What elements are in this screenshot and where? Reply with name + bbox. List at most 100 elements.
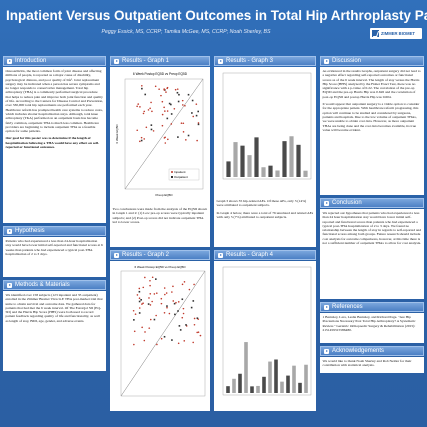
data-point-inpatient: [135, 129, 138, 132]
graph3-heading: Results - Graph 3: [214, 56, 316, 66]
bar-chart-3: [222, 72, 311, 180]
data-point-outpatient: [154, 278, 157, 280]
data-point-inpatient: [176, 88, 179, 90]
data-point-outpatient: [170, 113, 172, 115]
bullet-icon: [7, 229, 12, 234]
scatter-chart-2: 6 Week Postop EQ5D vs Preop EQ5D: [120, 265, 205, 397]
bar: [295, 144, 301, 177]
data-point-outpatient: [190, 112, 193, 114]
data-point-inpatient: [149, 318, 152, 321]
data-point-inpatient: [193, 317, 195, 320]
y-axis-label: 6 Week EQ5D: [115, 124, 119, 144]
data-point-inpatient: [153, 293, 155, 295]
data-point-inpatient: [141, 302, 144, 305]
acknowledgements-panel: We would like to thank Noah Sherley and …: [320, 357, 424, 373]
methods-text: We identified over 158 subjects (123 inp…: [5, 293, 103, 323]
data-point-inpatient: [165, 292, 167, 294]
data-point-inpatient: [181, 104, 184, 106]
hypothesis-heading-label: Hypothesis: [15, 228, 45, 234]
data-point-inpatient: [135, 105, 138, 108]
bar: [291, 365, 296, 393]
bar: [255, 385, 260, 393]
data-point-inpatient: [197, 122, 199, 124]
bar: [267, 165, 273, 177]
logo-mark-icon: [372, 30, 379, 37]
legend-inpatient: Inpatient: [174, 170, 186, 174]
data-point-outpatient: [176, 136, 179, 138]
data-point-outpatient: [138, 300, 140, 303]
bar-chart-4: [222, 266, 311, 396]
bullet-icon: [324, 201, 329, 206]
data-point-inpatient: [166, 110, 168, 112]
data-point-inpatient: [161, 113, 163, 116]
legend-outpatient: Outpatient: [174, 175, 188, 179]
data-point-inpatient: [191, 341, 194, 344]
bar: [261, 376, 266, 393]
data-point-inpatient: [138, 140, 141, 143]
hypothesis-heading: Hypothesis: [3, 226, 106, 236]
data-point-outpatient: [187, 93, 189, 96]
graph1-heading-label: Results - Graph 1: [122, 58, 170, 64]
bar: [260, 167, 266, 177]
methods-panel: We identified over 158 subjects (123 inp…: [3, 291, 106, 371]
data-point-outpatient: [166, 117, 168, 120]
bar: [237, 373, 242, 393]
data-point-inpatient: [148, 292, 151, 295]
data-point-inpatient: [180, 316, 183, 319]
data-point-outpatient: [163, 335, 165, 338]
intro-goal: Our goal for this poster was to determin…: [5, 136, 100, 150]
graph3-panel: Graph 3 shows 35 hip-related AEs. Of the…: [214, 67, 316, 247]
data-point-outpatient: [196, 110, 199, 113]
data-point-outpatient: [177, 93, 180, 96]
data-point-outpatient: [150, 124, 152, 126]
data-point-inpatient: [177, 301, 180, 303]
bar: [302, 170, 308, 177]
references-panel: 1 Barnsley, Lara, Leslie Barnsley, and R…: [320, 313, 424, 343]
data-point-inpatient: [165, 87, 168, 90]
intro-panel: Osteoarthritis, the most common form of …: [3, 67, 106, 223]
data-point-inpatient: [163, 311, 165, 314]
conclusion-text: We rejected our hypotheses that patients…: [322, 211, 422, 246]
logo-text: ZIMMER BIOMET: [381, 31, 415, 36]
data-point-inpatient: [173, 108, 175, 110]
graph3-heading-label: Results - Graph 3: [226, 58, 274, 64]
data-point-outpatient: [168, 102, 170, 105]
data-point-inpatient: [184, 139, 187, 141]
data-point-inpatient: [147, 327, 150, 329]
data-point-outpatient: [196, 317, 198, 319]
poster-title: Inpatient Versus Outpatient Outcomes in …: [6, 8, 427, 23]
data-point-inpatient: [188, 288, 190, 291]
bar: [281, 141, 287, 177]
data-point-inpatient: [183, 104, 186, 107]
data-point-inpatient: [164, 91, 167, 93]
data-point-outpatient: [173, 302, 175, 305]
data-point-outpatient: [138, 312, 140, 314]
bar: [231, 378, 236, 393]
data-point-inpatient: [161, 124, 163, 127]
data-point-inpatient: [170, 123, 172, 125]
intro-text: Osteoarthritis, the most common form of …: [5, 69, 104, 134]
data-point-inpatient: [180, 122, 182, 124]
data-point-inpatient: [147, 109, 149, 111]
graph1-heading: Results - Graph 1: [110, 56, 210, 66]
data-point-inpatient: [132, 309, 134, 312]
data-point-inpatient: [155, 343, 158, 346]
bullet-icon: [114, 59, 119, 64]
data-point-inpatient: [148, 284, 151, 287]
data-point-inpatient: [183, 281, 185, 283]
data-point-inpatient: [166, 138, 169, 141]
data-point-outpatient: [191, 300, 194, 302]
data-point-inpatient: [143, 339, 145, 342]
bar: [249, 386, 254, 393]
data-point-outpatient: [179, 329, 181, 331]
references-heading: References: [320, 302, 424, 312]
data-point-inpatient: [182, 131, 184, 133]
data-point-outpatient: [181, 298, 183, 301]
bar: [232, 142, 238, 177]
discussion-text-1: As evidenced in the results Graphs, outp…: [322, 69, 421, 99]
data-point-inpatient: [182, 307, 184, 310]
data-point-inpatient: [142, 138, 145, 140]
data-point-inpatient: [168, 312, 170, 315]
bullet-icon: [324, 59, 329, 64]
data-point-outpatient: [169, 103, 172, 106]
